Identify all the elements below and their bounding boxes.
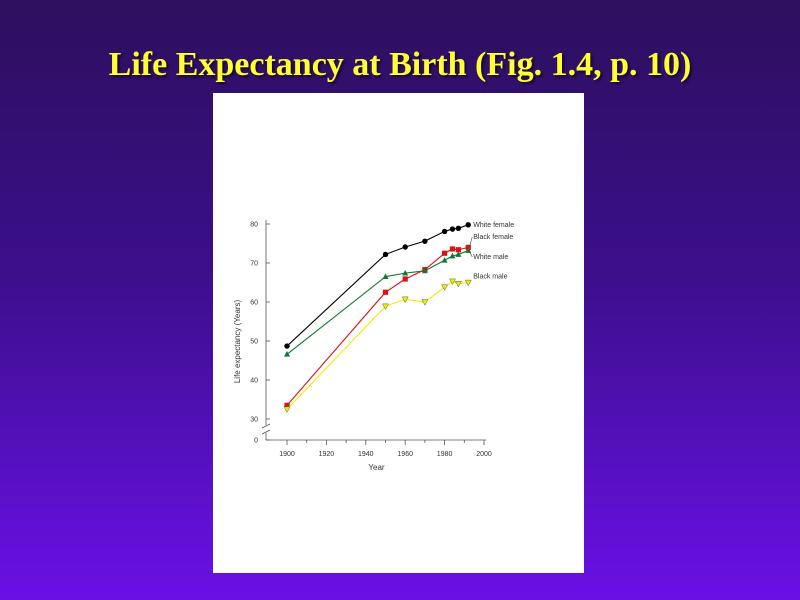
slide-title: Life Expectancy at Birth (Fig. 1.4, p. 1… — [108, 46, 692, 83]
legend-leader — [468, 250, 473, 258]
y-tick-label: 60 — [250, 300, 258, 307]
legend-label-1: Black female — [473, 234, 513, 241]
legend-leader — [468, 236, 473, 248]
data-point — [441, 228, 448, 235]
x-tick-label: 1960 — [397, 451, 413, 458]
y-tick-label: 70 — [250, 261, 258, 268]
data-point — [455, 251, 462, 257]
life-expectancy-chart: 0 30 40 50 60 70 80 1900 1920 1940 1960 1980 2000 Yea… — [233, 220, 514, 472]
data-point — [284, 351, 290, 357]
data-point — [402, 276, 408, 282]
x-tick-label: 1920 — [319, 451, 335, 458]
data-point — [464, 279, 472, 287]
data-point — [449, 246, 456, 252]
x-axis-label: Year — [368, 463, 385, 472]
data-point — [382, 251, 389, 258]
data-point — [421, 299, 429, 306]
figure-panel: 0 30 40 50 60 70 80 1900 1920 1940 1960 1980 2000 Yea… — [213, 93, 584, 573]
data-point — [382, 289, 389, 295]
data-point — [441, 284, 449, 291]
axis-break-mark — [261, 423, 271, 429]
data-point — [422, 238, 428, 244]
data-point — [401, 296, 409, 303]
data-point — [465, 222, 471, 228]
series-line-0 — [286, 224, 469, 347]
data-point — [382, 303, 389, 311]
series-line-2 — [286, 250, 469, 355]
x-tick-label: 1940 — [358, 451, 374, 458]
data-point — [284, 343, 290, 349]
y-tick-label: 50 — [250, 339, 258, 346]
data-point — [449, 252, 456, 259]
axis-break-mark — [261, 429, 271, 435]
data-point — [449, 226, 456, 232]
data-point — [284, 402, 290, 408]
x-tick-label: 2000 — [476, 451, 492, 458]
data-point — [455, 225, 462, 231]
x-tick-label: 1900 — [279, 451, 295, 458]
y-tick-label: 80 — [250, 222, 258, 229]
x-tick-label: 1980 — [437, 451, 453, 458]
data-point — [442, 250, 448, 256]
data-point — [454, 281, 462, 288]
data-point — [283, 406, 291, 413]
y-tick-label: 0 — [254, 438, 258, 445]
data-point — [382, 273, 389, 280]
series-line-1 — [286, 246, 469, 406]
data-point — [421, 267, 428, 274]
legend-label-3: Black male — [473, 274, 507, 281]
data-point — [402, 269, 409, 276]
data-point — [441, 257, 448, 263]
data-point — [449, 278, 456, 286]
y-tick-label: 40 — [250, 378, 258, 385]
data-point — [455, 247, 461, 253]
y-axis-label: Life expectancy (Years) — [233, 300, 242, 384]
y-tick-label: 30 — [250, 417, 258, 424]
data-point — [402, 244, 408, 250]
legend-label-2: White male — [473, 254, 508, 261]
legend-label-0: White female — [473, 222, 514, 229]
